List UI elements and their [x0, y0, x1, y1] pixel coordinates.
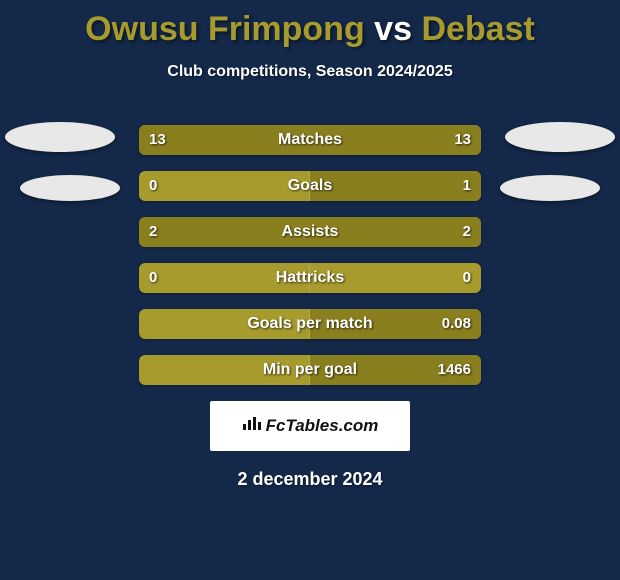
stat-value-left: 0	[149, 171, 157, 201]
stat-value-right: 1	[463, 171, 471, 201]
stat-value-right: 0.08	[442, 309, 471, 339]
stat-value-right: 1466	[438, 355, 471, 385]
player2-avatar-placeholder	[505, 122, 615, 152]
stat-value-left: 13	[149, 125, 166, 155]
player1-avatar-placeholder	[5, 122, 115, 152]
stat-row: Matches13 13	[139, 125, 481, 155]
title-player2: Debast	[421, 10, 534, 48]
stat-value-right: 0	[463, 263, 471, 293]
title-vs: vs	[374, 10, 412, 48]
stat-row: Assists2 2	[139, 217, 481, 247]
stat-row: Goals per match0.08	[139, 309, 481, 339]
stat-value-left: 2	[149, 217, 157, 247]
brand-label: FcTables.com	[266, 416, 379, 436]
player2-avatar-placeholder-2	[500, 175, 600, 201]
player1-avatar-placeholder-2	[20, 175, 120, 201]
stat-label: Hattricks	[139, 263, 481, 293]
stats-bars: Matches1313Goals01Assists22Hattricks00Go…	[139, 125, 481, 385]
stat-row: Min per goal1466	[139, 355, 481, 385]
brand-footer: FcTables.com	[210, 401, 410, 451]
stat-value-right: 13	[454, 125, 471, 155]
stat-label: Matches	[139, 125, 481, 155]
stat-row: Hattricks0 0	[139, 263, 481, 293]
subtitle: Club competitions, Season 2024/2025	[0, 63, 620, 81]
stat-label: Goals per match	[139, 309, 481, 339]
stat-label: Assists	[139, 217, 481, 247]
stat-label: Min per goal	[139, 355, 481, 385]
page-title: Owusu Frimpong vs Debast	[0, 0, 620, 49]
stat-value-left: 0	[149, 263, 157, 293]
title-player1: Owusu Frimpong	[85, 10, 365, 48]
brand-text: FcTables.com	[242, 416, 379, 437]
date-label: 2 december 2024	[0, 469, 620, 490]
bar-chart-icon	[242, 415, 262, 436]
stat-row: Goals0 1	[139, 171, 481, 201]
stat-label: Goals	[139, 171, 481, 201]
stat-value-right: 2	[463, 217, 471, 247]
